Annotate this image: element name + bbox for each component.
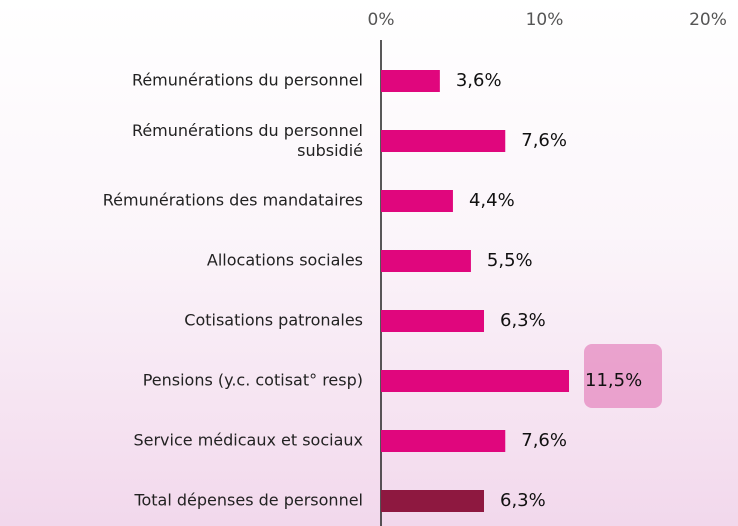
value-label: 7,6% bbox=[521, 130, 567, 151]
value-label: 11,5% bbox=[585, 370, 642, 391]
bar bbox=[381, 130, 506, 152]
category-label: Rémunérations du personnel subsidié bbox=[132, 121, 363, 160]
bar bbox=[381, 370, 570, 392]
bar bbox=[381, 190, 453, 212]
category-label: Service médicaux et sociaux bbox=[133, 431, 363, 450]
highlight-box bbox=[584, 344, 662, 408]
category-label: Rémunérations des mandataires bbox=[103, 191, 363, 210]
value-label: 4,4% bbox=[469, 190, 515, 211]
value-label: 6,3% bbox=[500, 490, 546, 511]
bar bbox=[381, 70, 440, 92]
value-label: 3,6% bbox=[456, 70, 502, 91]
value-label: 6,3% bbox=[500, 310, 546, 331]
category-label: Pensions (y.c. cotisat° resp) bbox=[143, 371, 363, 390]
bar bbox=[381, 310, 485, 332]
category-label: Allocations sociales bbox=[207, 251, 363, 270]
x-tick-label: 0% bbox=[368, 10, 395, 30]
category-label: Rémunérations du personnel bbox=[132, 71, 363, 90]
x-tick-label: 10% bbox=[526, 10, 564, 30]
bar bbox=[381, 490, 485, 512]
value-label: 5,5% bbox=[487, 250, 533, 271]
bar bbox=[381, 430, 506, 452]
category-label: Total dépenses de personnel bbox=[133, 491, 363, 510]
value-label: 7,6% bbox=[521, 430, 567, 451]
x-tick-label: 20% bbox=[689, 10, 727, 30]
category-label: Cotisations patronales bbox=[184, 311, 363, 330]
bar bbox=[381, 250, 471, 272]
